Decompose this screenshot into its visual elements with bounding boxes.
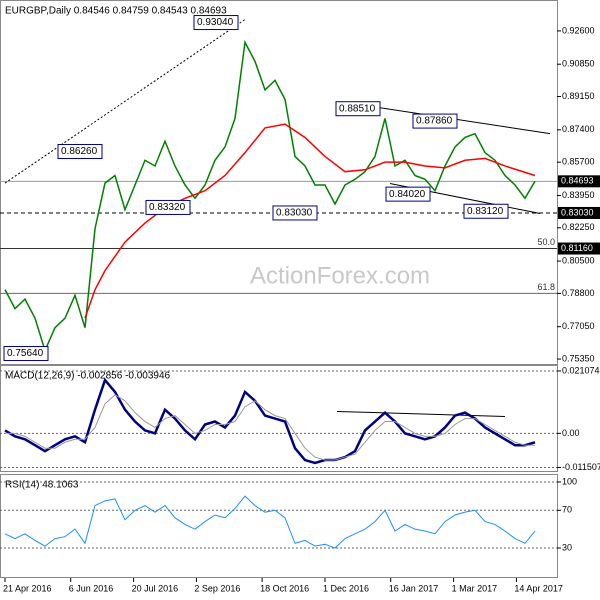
- price-panel: [0, 0, 558, 365]
- annotation-label: 0.86260: [61, 146, 98, 157]
- series-line: [84, 123, 536, 319]
- annotation-box: [463, 203, 509, 219]
- annotation-label: 0.93040: [197, 17, 234, 28]
- annotation-label: 0.88510: [339, 103, 376, 114]
- x-tick-label: 6 Jun 2016: [69, 583, 114, 593]
- level-box: [558, 175, 600, 188]
- y-tick-label: 0.77050: [562, 321, 595, 331]
- y-tick-label: 0.75350: [562, 353, 595, 363]
- series-line: [5, 394, 535, 461]
- annotation-box: [3, 346, 49, 362]
- panel-title: RSI(14) 48.1063: [5, 480, 79, 491]
- annotation-box: [272, 205, 318, 221]
- y-tick-label: 0.92600: [562, 25, 595, 35]
- x-tick-label: 2 Sep 2016: [194, 583, 240, 593]
- series-line: [4, 495, 536, 549]
- x-tick-label: 14 Apr 2017: [514, 583, 563, 593]
- y-tick-label: 0.89150: [562, 91, 595, 101]
- y-tick-label: 0.021074: [562, 365, 600, 375]
- annotation-label: 0.87860: [416, 116, 453, 127]
- y-tick-label: 100: [562, 476, 577, 486]
- x-tick-label: 16 Jan 2017: [389, 583, 439, 593]
- annotation-box: [57, 144, 103, 160]
- series-line: [4, 39, 536, 353]
- level-label: 0.84693: [561, 176, 594, 186]
- annotation-box: [385, 186, 431, 202]
- y-tick-label: 70: [562, 505, 572, 515]
- level-box: [558, 206, 600, 219]
- annotation-box: [412, 113, 458, 129]
- y-tick-label: -0.011507: [562, 462, 600, 472]
- level-label: 0.83030: [561, 207, 594, 217]
- fib-label: 61.8: [537, 282, 555, 292]
- annotation-label: 0.75640: [7, 348, 44, 359]
- rsi-panel: [0, 474, 558, 578]
- trendline: [336, 410, 506, 417]
- annotation-label: 0.84020: [389, 189, 426, 200]
- panel-title: EURGBP,Daily 0.84546 0.84759 0.84543 0.8…: [5, 6, 227, 17]
- fib-label: 50.0: [537, 237, 555, 247]
- trendline: [4, 19, 246, 184]
- series-line: [4, 377, 536, 465]
- y-tick-label: 0.83950: [562, 190, 595, 200]
- x-tick-label: 18 Oct 2016: [260, 583, 309, 593]
- y-tick-label: 30: [562, 542, 572, 552]
- level-box: [558, 242, 600, 255]
- annotation-box: [193, 15, 239, 31]
- macd-panel: [0, 365, 558, 472]
- x-tick-label: 21 Apr 2016: [3, 583, 52, 593]
- panel-title: MACD(12,26,9) -0.002856 -0.003946: [5, 371, 171, 382]
- y-tick-label: 0.80500: [562, 255, 595, 265]
- y-tick-label: 0.82250: [562, 222, 595, 232]
- annotation-box: [145, 199, 191, 215]
- annotation-label: 0.83120: [467, 206, 504, 217]
- annotation-label: 0.83030: [276, 208, 313, 219]
- y-tick-label: 0.87400: [562, 124, 595, 134]
- x-tick-label: 1 Mar 2017: [452, 583, 498, 593]
- y-tick-label: 0.90850: [562, 59, 595, 69]
- annotation-label: 0.83320: [149, 202, 186, 213]
- watermark: ActionForex.com: [250, 262, 430, 289]
- y-tick-label: 0.78800: [562, 288, 595, 298]
- level-label: 0.81160: [561, 243, 593, 253]
- annotation-box: [335, 101, 381, 117]
- y-tick-label: 0.00: [562, 428, 580, 438]
- y-tick-label: 0.85700: [562, 157, 595, 167]
- x-tick-label: 20 Jul 2016: [132, 583, 179, 593]
- x-tick-label: 1 Dec 2016: [323, 583, 369, 593]
